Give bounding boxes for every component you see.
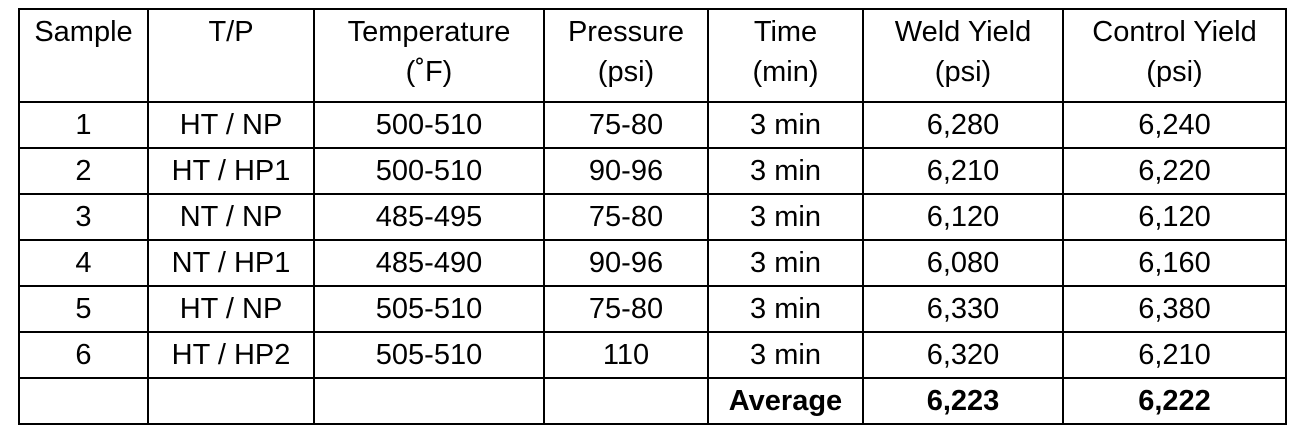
table-cell: 6,210 — [1062, 331, 1287, 379]
table-cell: 485-490 — [313, 239, 545, 287]
footer-value: 6,222 — [1062, 377, 1287, 425]
table-cell: 75-80 — [543, 101, 709, 149]
header-cell: Pressure (psi) — [543, 8, 709, 103]
header-text: (˚F) — [405, 56, 453, 88]
table-cell: 3 min — [707, 331, 864, 379]
table-cell: 75-80 — [543, 193, 709, 241]
table-cell: 6,220 — [1062, 147, 1287, 195]
table-cell: HT / NP — [147, 101, 315, 149]
empty-cell — [543, 377, 709, 425]
header-text: Weld Yield — [894, 16, 1032, 48]
header-text: Temperature — [347, 16, 511, 48]
table-cell: 3 min — [707, 147, 864, 195]
table-cell: 500-510 — [313, 101, 545, 149]
header-text: (min) — [752, 56, 819, 88]
table-cell: 6,320 — [862, 331, 1064, 379]
table-cell: 6,160 — [1062, 239, 1287, 287]
table-row: 4 NT / HP1 485-490 90-96 3 min 6,080 6,160 — [18, 239, 1287, 287]
table-cell: 6,380 — [1062, 285, 1287, 333]
table-cell: 3 — [18, 193, 149, 241]
table-cell: 3 min — [707, 285, 864, 333]
table-cell: 505-510 — [313, 331, 545, 379]
table-cell: NT / NP — [147, 193, 315, 241]
table-cell: 110 — [543, 331, 709, 379]
header-cell: Weld Yield (psi) — [862, 8, 1064, 103]
table-cell: 6,080 — [862, 239, 1064, 287]
table-cell: HT / NP — [147, 285, 315, 333]
table-cell: 5 — [18, 285, 149, 333]
header-cell: Time (min) — [707, 8, 864, 103]
empty-cell — [313, 377, 545, 425]
table-cell: 90-96 — [543, 239, 709, 287]
table-cell: 75-80 — [543, 285, 709, 333]
table-row: 1 HT / NP 500-510 75-80 3 min 6,280 6,240 — [18, 101, 1287, 149]
table-cell: 6,120 — [862, 193, 1064, 241]
table-cell: 6,120 — [1062, 193, 1287, 241]
table-cell: 3 min — [707, 101, 864, 149]
table-cell: 6,240 — [1062, 101, 1287, 149]
footer-label: Average — [707, 377, 864, 425]
table-cell: 90-96 — [543, 147, 709, 195]
header-text: Time — [753, 16, 818, 48]
table-cell: 6 — [18, 331, 149, 379]
footer-row: Average 6,223 6,222 — [18, 377, 1287, 425]
header-text: T/P — [208, 16, 254, 48]
table-cell: 4 — [18, 239, 149, 287]
header-cell: Sample — [18, 8, 149, 103]
table-cell: 505-510 — [313, 285, 545, 333]
header-text: (psi) — [1146, 56, 1203, 88]
header-text: Sample — [34, 16, 133, 48]
empty-cell — [18, 377, 149, 425]
header-cell: Temperature (˚F) — [313, 8, 545, 103]
data-table: Sample T/P Temperature (˚F) Pressure (psi) Tim… — [18, 8, 1287, 425]
table-cell: NT / HP1 — [147, 239, 315, 287]
table-cell: HT / HP1 — [147, 147, 315, 195]
footer-value: 6,223 — [862, 377, 1064, 425]
header-cell: T/P — [147, 8, 315, 103]
table-row: 5 HT / NP 505-510 75-80 3 min 6,330 6,380 — [18, 285, 1287, 333]
header-text: (psi) — [597, 56, 655, 88]
table-row: 2 HT / HP1 500-510 90-96 3 min 6,210 6,220 — [18, 147, 1287, 195]
header-text: Control Yield — [1092, 16, 1257, 48]
header-text: (psi) — [934, 56, 992, 88]
table-cell: 2 — [18, 147, 149, 195]
table-cell: 1 — [18, 101, 149, 149]
header-cell: Control Yield (psi) — [1062, 8, 1287, 103]
header-text: Pressure — [567, 16, 685, 48]
table-cell: 6,330 — [862, 285, 1064, 333]
table-cell: HT / HP2 — [147, 331, 315, 379]
table-cell: 485-495 — [313, 193, 545, 241]
table-cell: 6,210 — [862, 147, 1064, 195]
table-cell: 500-510 — [313, 147, 545, 195]
table-row: 3 NT / NP 485-495 75-80 3 min 6,120 6,120 — [18, 193, 1287, 241]
table-cell: 3 min — [707, 239, 864, 287]
header-row: Sample T/P Temperature (˚F) Pressure (psi) Tim… — [18, 8, 1287, 103]
table-cell: 6,280 — [862, 101, 1064, 149]
table-cell: 3 min — [707, 193, 864, 241]
empty-cell — [147, 377, 315, 425]
